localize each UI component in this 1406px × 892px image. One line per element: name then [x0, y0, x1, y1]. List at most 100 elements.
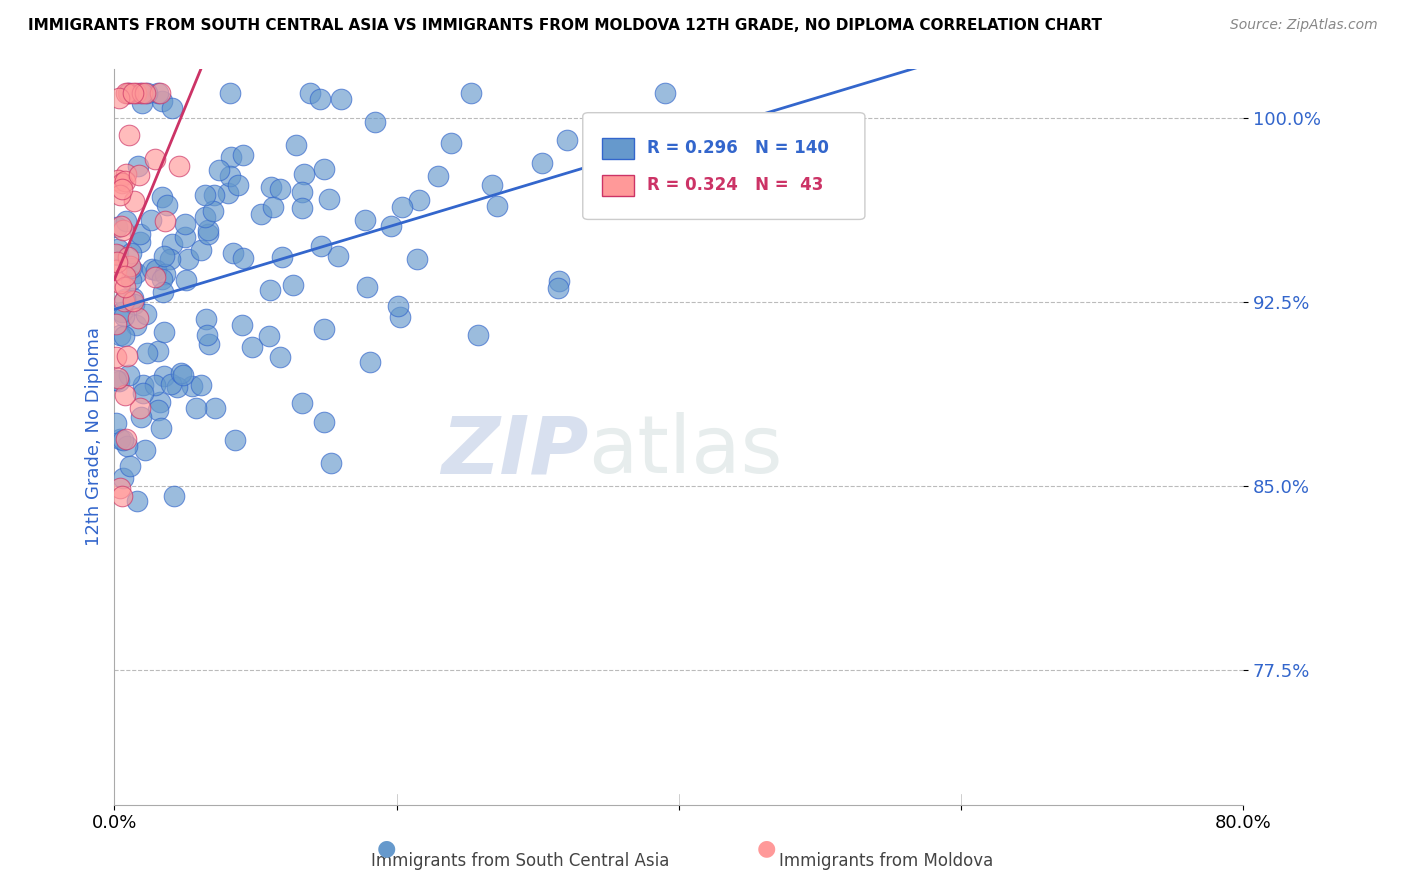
Point: [197, 223, 219, 237]
Point: [270, 250, 292, 264]
Point: [195, 311, 218, 326]
Point: [118, 459, 141, 474]
Point: [104, 351, 127, 365]
Point: [405, 252, 427, 266]
Text: R = 0.324   N =  43: R = 0.324 N = 43: [647, 176, 824, 194]
Point: [440, 136, 463, 151]
Point: [104, 317, 127, 331]
Point: [240, 340, 263, 354]
Point: [104, 373, 127, 387]
Text: Immigrants from Moldova: Immigrants from Moldova: [779, 852, 993, 870]
Point: [118, 259, 141, 273]
Point: [330, 92, 353, 106]
Point: [114, 433, 136, 447]
Point: [290, 396, 312, 410]
Point: [120, 245, 142, 260]
Point: [285, 138, 308, 153]
Point: [150, 94, 173, 108]
Point: [127, 159, 149, 173]
Point: [108, 374, 131, 388]
Point: [125, 318, 148, 332]
Point: [122, 294, 145, 309]
Point: [391, 200, 413, 214]
Point: [131, 86, 153, 100]
Point: [136, 86, 159, 100]
Point: [105, 219, 128, 234]
Point: [104, 417, 127, 431]
Point: [249, 207, 271, 221]
Point: [112, 329, 135, 343]
Point: [107, 370, 129, 384]
Point: [156, 197, 179, 211]
Point: [111, 223, 134, 237]
Point: [190, 378, 212, 392]
Point: [118, 86, 141, 100]
FancyBboxPatch shape: [602, 138, 634, 159]
Point: [122, 194, 145, 208]
Point: [134, 86, 156, 100]
Point: [108, 481, 131, 495]
Point: [108, 276, 131, 290]
Point: [120, 261, 142, 276]
Point: [111, 490, 134, 504]
Point: [139, 213, 162, 227]
Point: [150, 189, 173, 203]
Point: [131, 386, 153, 401]
Point: [117, 250, 139, 264]
Point: [155, 267, 177, 281]
Point: [319, 456, 342, 470]
Point: [198, 336, 221, 351]
Point: [152, 285, 174, 300]
Point: [292, 167, 315, 181]
Point: [219, 169, 242, 184]
Point: [125, 86, 148, 100]
Point: [547, 281, 569, 295]
Point: [108, 91, 131, 105]
Point: [291, 185, 314, 199]
Point: [134, 443, 156, 458]
Point: [219, 150, 242, 164]
Point: [194, 210, 217, 224]
Point: [548, 274, 571, 288]
Point: [131, 378, 153, 392]
Y-axis label: 12th Grade, No Diploma: 12th Grade, No Diploma: [86, 327, 103, 546]
Point: [427, 169, 450, 183]
Point: [153, 214, 176, 228]
Point: [174, 273, 197, 287]
Point: [389, 310, 412, 324]
Point: [172, 368, 194, 382]
Point: [259, 284, 281, 298]
Point: [232, 251, 254, 265]
Point: [128, 168, 150, 182]
Point: [131, 95, 153, 110]
Point: [111, 176, 134, 190]
Point: [359, 355, 381, 369]
Point: [143, 270, 166, 285]
Point: [117, 86, 139, 100]
Point: [219, 86, 242, 100]
Point: [107, 172, 129, 186]
Point: [117, 439, 139, 453]
Point: [112, 293, 135, 308]
Point: [201, 204, 224, 219]
Point: [467, 327, 489, 342]
Point: [115, 213, 138, 227]
Point: [111, 181, 134, 195]
Text: R = 0.296   N = 140: R = 0.296 N = 140: [647, 139, 830, 157]
Point: [217, 186, 239, 200]
Point: [104, 246, 127, 260]
Point: [269, 350, 291, 364]
Point: [231, 318, 253, 332]
Point: [232, 147, 254, 161]
Point: [104, 262, 127, 277]
Point: [118, 368, 141, 383]
Point: [114, 174, 136, 188]
Point: [312, 415, 335, 429]
Point: [143, 153, 166, 167]
Point: [174, 229, 197, 244]
FancyBboxPatch shape: [582, 112, 865, 219]
Text: Source: ZipAtlas.com: Source: ZipAtlas.com: [1230, 18, 1378, 32]
Point: [197, 227, 219, 242]
Point: [208, 163, 231, 178]
Point: [115, 167, 138, 181]
